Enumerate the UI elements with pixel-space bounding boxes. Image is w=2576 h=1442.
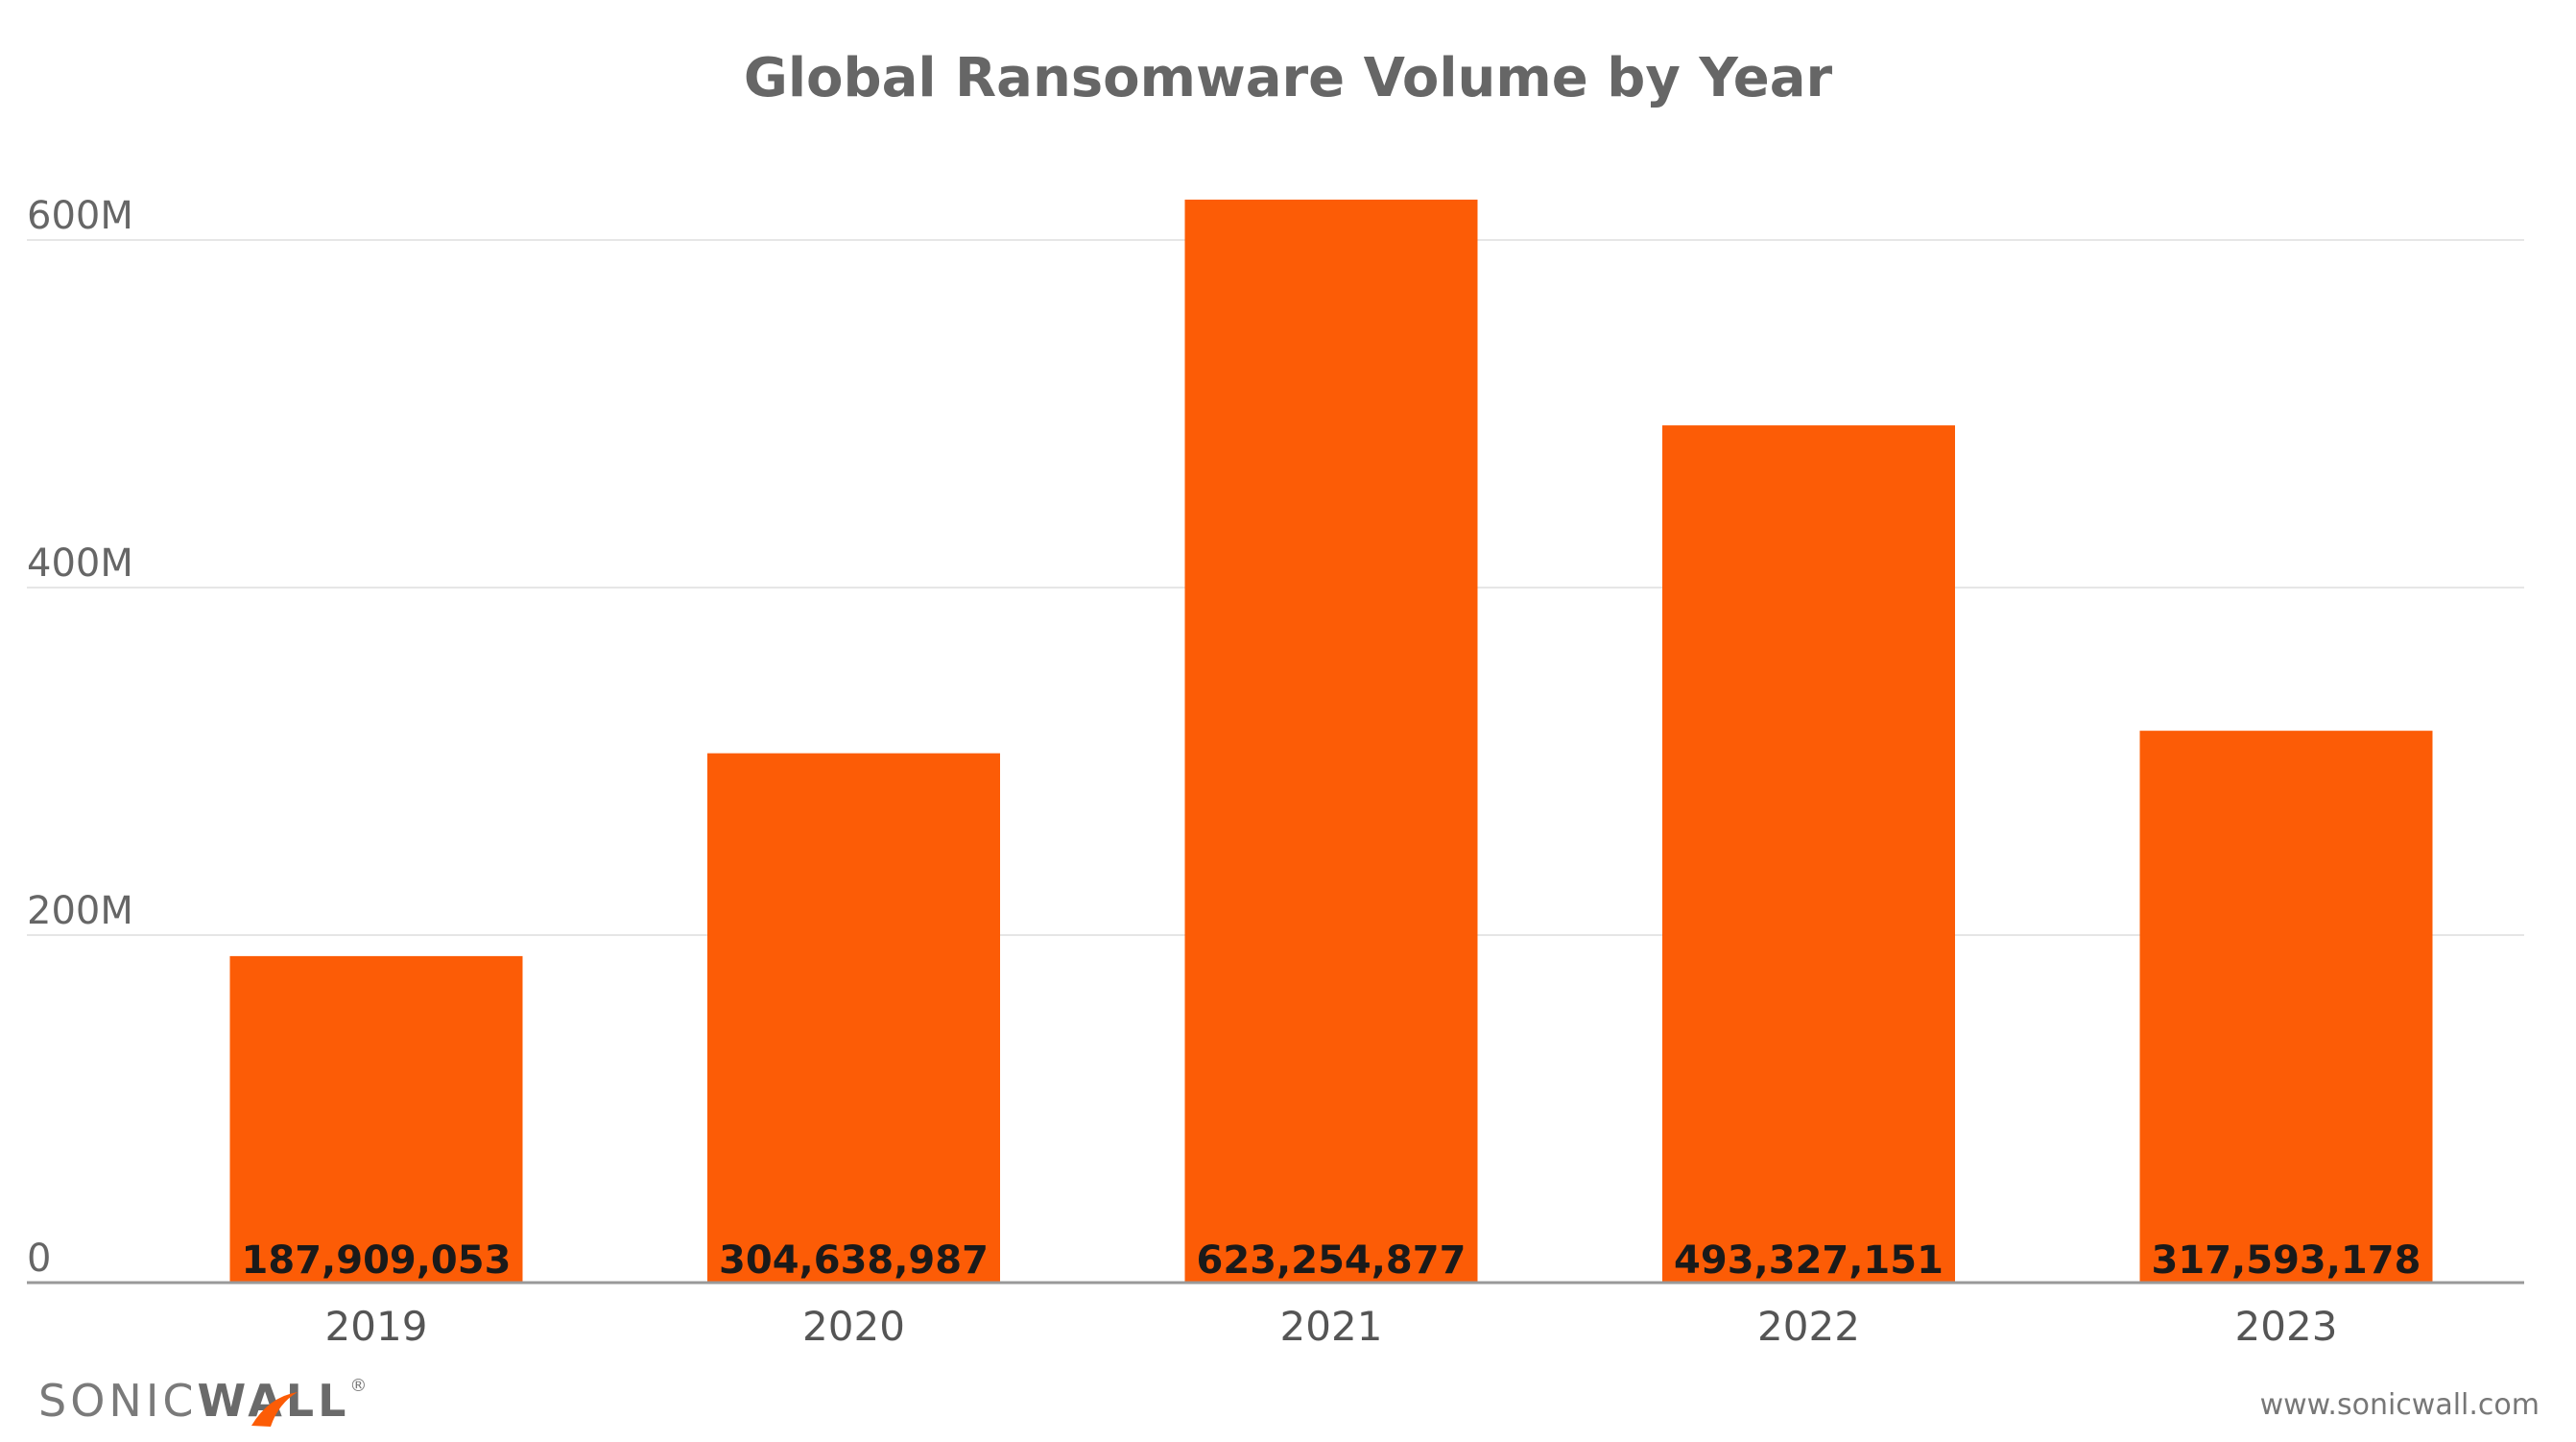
x-tick-label: 2020: [802, 1303, 905, 1350]
logo-text-light: SONIC: [38, 1375, 198, 1427]
data-label-2022: 493,327,151: [1674, 1238, 1944, 1283]
y-tick-label: 600M: [27, 194, 133, 238]
bars: 187,909,053 304,638,987 623,254,877 493,327…: [229, 199, 2433, 1283]
y-tick-label: 400M: [27, 541, 133, 586]
bar-2021: [1184, 199, 1478, 1283]
x-tick-label: 2021: [1280, 1303, 1383, 1350]
logo-mark: ®: [349, 1376, 370, 1396]
x-axis-ticks: 2019 2020 2021 2022 2023: [325, 1303, 2338, 1350]
footer-url: www.sonicwall.com: [2260, 1388, 2540, 1422]
sonicwall-logo: SONICWALL®: [38, 1375, 370, 1427]
data-label-2021: 623,254,877: [1197, 1238, 1467, 1283]
bar-2023: [2139, 731, 2433, 1283]
svg-text:SONICWALL®: SONICWALL®: [38, 1375, 370, 1427]
chart-title: Global Ransomware Volume by Year: [744, 47, 1833, 109]
x-tick-label: 2019: [325, 1303, 428, 1350]
bar-2020: [707, 753, 1000, 1283]
bar-2022: [1662, 425, 1955, 1283]
data-label-2023: 317,593,178: [2152, 1238, 2421, 1283]
bar-2019: [229, 955, 523, 1283]
y-tick-label: 200M: [27, 889, 133, 933]
logo-swoosh-icon: [251, 1392, 298, 1427]
y-tick-label: 0: [27, 1237, 51, 1281]
data-label-2020: 304,638,987: [719, 1238, 989, 1283]
x-tick-label: 2022: [1757, 1303, 1860, 1350]
data-label-2019: 187,909,053: [242, 1238, 512, 1283]
x-tick-label: 2023: [2235, 1303, 2338, 1350]
y-axis-ticks: 0 200M 400M 600M: [27, 194, 133, 1281]
